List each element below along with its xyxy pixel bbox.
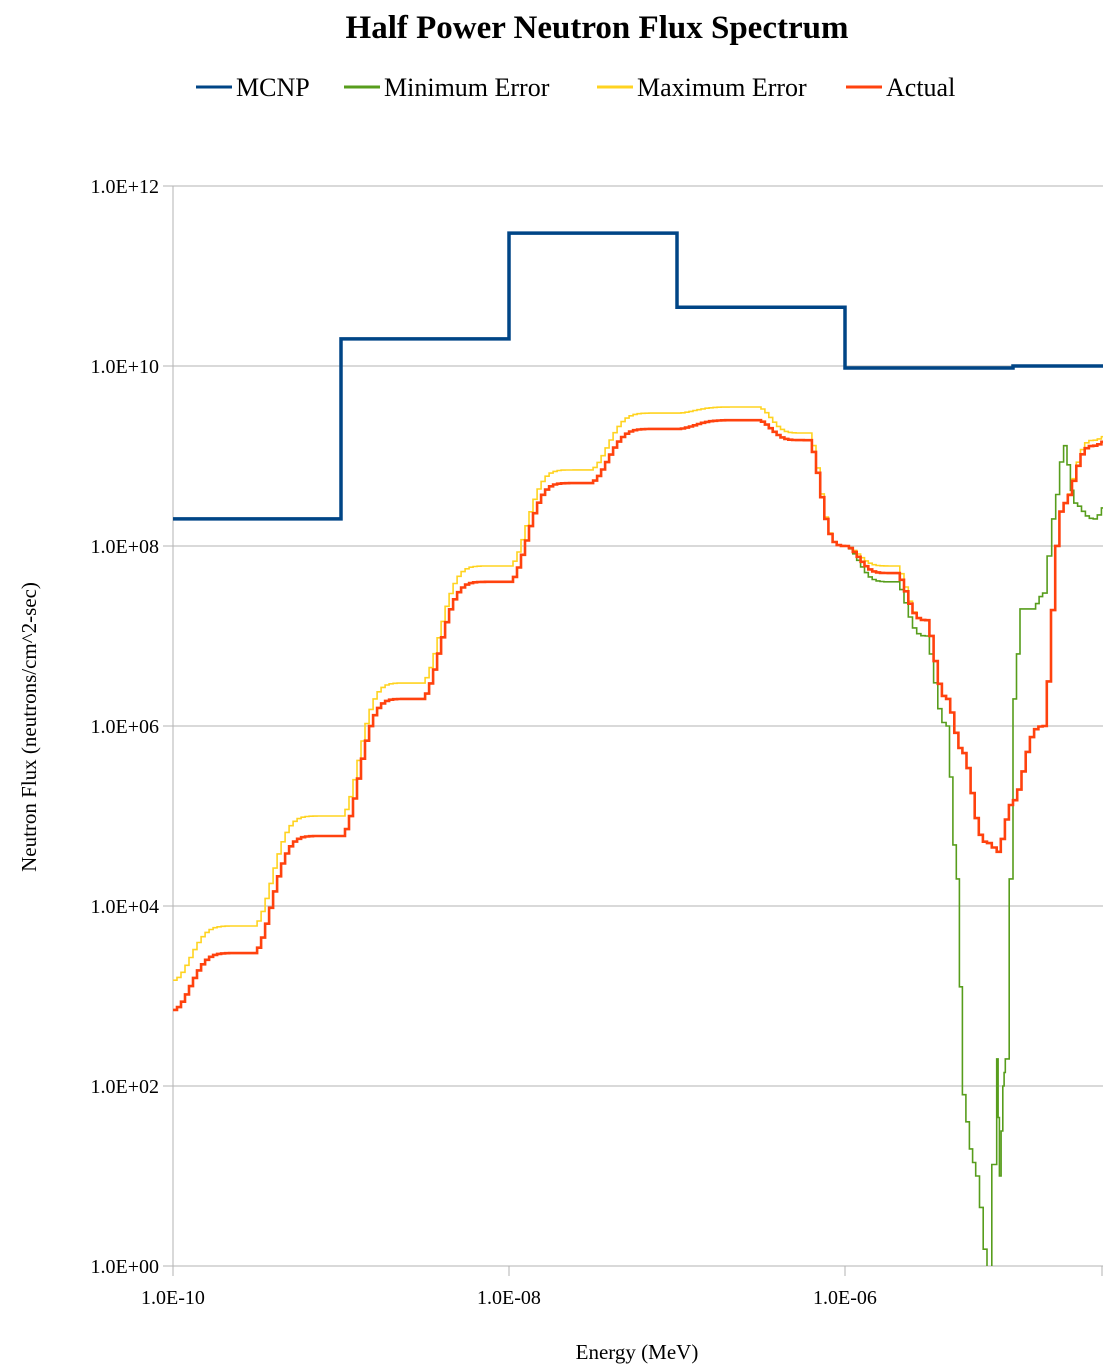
series-line-mcnp: [173, 231, 1103, 521]
tick-labels: 1.0E+00 1.0E+02 1.0E+04 1.0E+06 1.0E+08 1.0E+…: [91, 176, 877, 1309]
series-line-actual: [173, 418, 1103, 1012]
y-tick-label: 1.0E+06: [91, 716, 160, 738]
series-group: [173, 231, 1103, 1266]
series-line-maximum-error: [173, 406, 1103, 981]
y-tick-label: 1.0E+10: [91, 356, 160, 378]
legend-item-label: Minimum Error: [384, 73, 550, 102]
chart-title: Half Power Neutron Flux Spectrum: [346, 10, 849, 46]
y-axis-label: Neutron Flux (neutrons/cm^2-sec): [17, 582, 41, 872]
x-axis-label: Energy (MeV): [576, 1340, 699, 1364]
x-tick-label: 1.0E-06: [813, 1287, 877, 1309]
y-tick-label: 1.0E+12: [91, 176, 160, 198]
legend-item-label: Maximum Error: [637, 73, 807, 102]
legend: MCNP Minimum Error Maximum Error Actual: [196, 73, 955, 102]
x-tick-label: 1.0E-08: [477, 1287, 541, 1309]
gridlines: [163, 185, 1103, 1267]
y-tick-label: 1.0E+04: [91, 896, 160, 918]
y-tick-label: 1.0E+02: [91, 1076, 160, 1098]
series-line-minimum-error: [173, 419, 1103, 1266]
legend-item-label: Actual: [886, 73, 955, 102]
axes: [172, 186, 1103, 1276]
legend-item-label: MCNP: [236, 73, 310, 102]
x-tick-label: 1.0E-10: [141, 1287, 205, 1309]
y-tick-label: 1.0E+08: [91, 536, 160, 558]
y-tick-label: 1.0E+00: [91, 1256, 160, 1278]
